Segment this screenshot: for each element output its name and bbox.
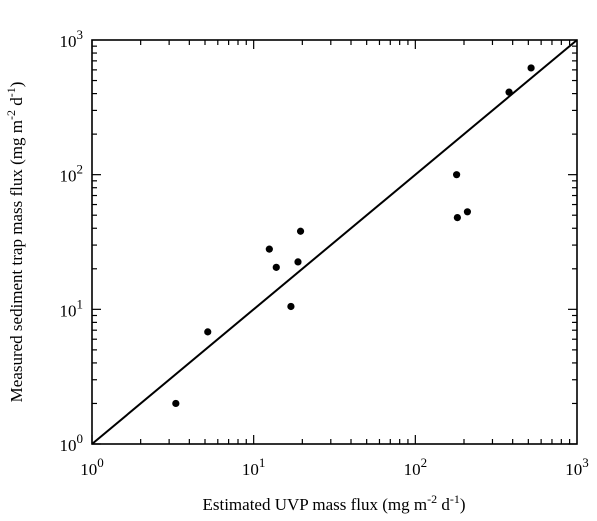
data-point: [527, 64, 535, 72]
y-axis-title: Measured sediment trap mass flux (mg m-2…: [4, 82, 26, 403]
x-tick-label: 101: [242, 455, 266, 479]
data-points: [172, 64, 535, 408]
x-tick-label: 102: [404, 455, 428, 479]
x-tick-label: 103: [565, 455, 589, 479]
x-tick-labels: 100 101 102 103: [80, 455, 589, 479]
y-tick-label: 101: [60, 296, 84, 320]
data-point: [296, 227, 305, 235]
data-point: [287, 302, 295, 311]
one-to-one-line: [91, 39, 578, 445]
x-tick-label: 100: [80, 455, 104, 479]
data-point: [505, 88, 513, 96]
data-point: [265, 245, 273, 253]
y-tick-label: 102: [60, 162, 84, 186]
y-tick-label: 103: [60, 27, 84, 51]
y-tick-labels: 100 101 102 103: [60, 27, 84, 455]
data-point: [272, 263, 280, 271]
x-ticks: [91, 40, 571, 444]
data-point: [453, 213, 461, 222]
data-point: [204, 328, 212, 336]
y-ticks: [92, 45, 577, 445]
data-point: [172, 399, 180, 408]
data-point: [294, 258, 302, 266]
data-point: [463, 208, 472, 216]
plot-frame: [91, 39, 578, 445]
data-point: [453, 171, 461, 179]
x-axis-title: Estimated UVP mass flux (mg m-2 d-1): [202, 492, 465, 514]
y-tick-label: 100: [60, 431, 84, 455]
